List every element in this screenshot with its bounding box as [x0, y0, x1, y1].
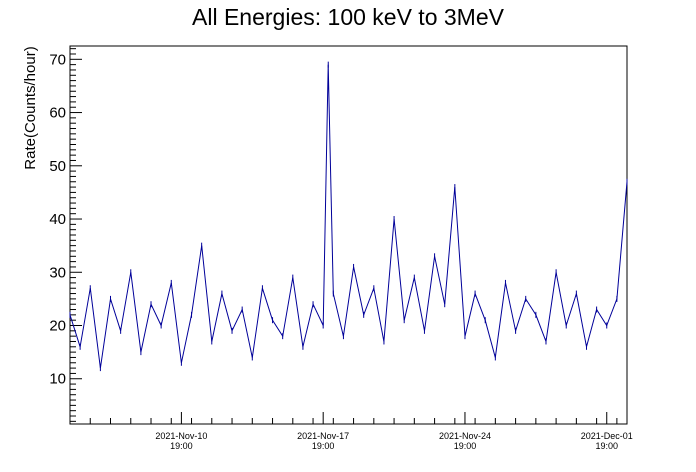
x-tick-time: 19:00	[595, 441, 618, 451]
x-tick-date: 2021-Nov-10	[155, 431, 207, 441]
x-tick-date: 2021-Nov-17	[297, 431, 349, 441]
chart-title: All Energies: 100 keV to 3MeV	[192, 4, 505, 30]
x-tick-date: 2021-Nov-24	[439, 431, 491, 441]
y-tick-label: 10	[49, 371, 66, 388]
y-axis-label: Rate(Counts/hour)	[22, 46, 39, 169]
x-tick-time: 19:00	[454, 441, 477, 451]
y-tick-label: 40	[49, 211, 66, 228]
y-tick-label: 60	[49, 105, 66, 122]
series-group	[69, 61, 628, 372]
series-line	[69, 64, 628, 369]
y-axis-ticks: 10 20 30 40 50 60 70	[49, 48, 82, 422]
y-tick-label: 50	[49, 158, 66, 175]
x-axis-ticks: 2021-Nov-1019:002021-Nov-1719:002021-Nov…	[69, 412, 633, 451]
plot-frame	[69, 45, 628, 425]
x-tick-time: 19:00	[312, 441, 335, 451]
y-tick-label: 20	[49, 318, 66, 335]
y-tick-label: 70	[49, 51, 66, 68]
y-tick-label: 30	[49, 264, 66, 281]
x-tick-date: 2021-Dec-01	[581, 431, 633, 441]
x-tick-time: 19:00	[170, 441, 193, 451]
